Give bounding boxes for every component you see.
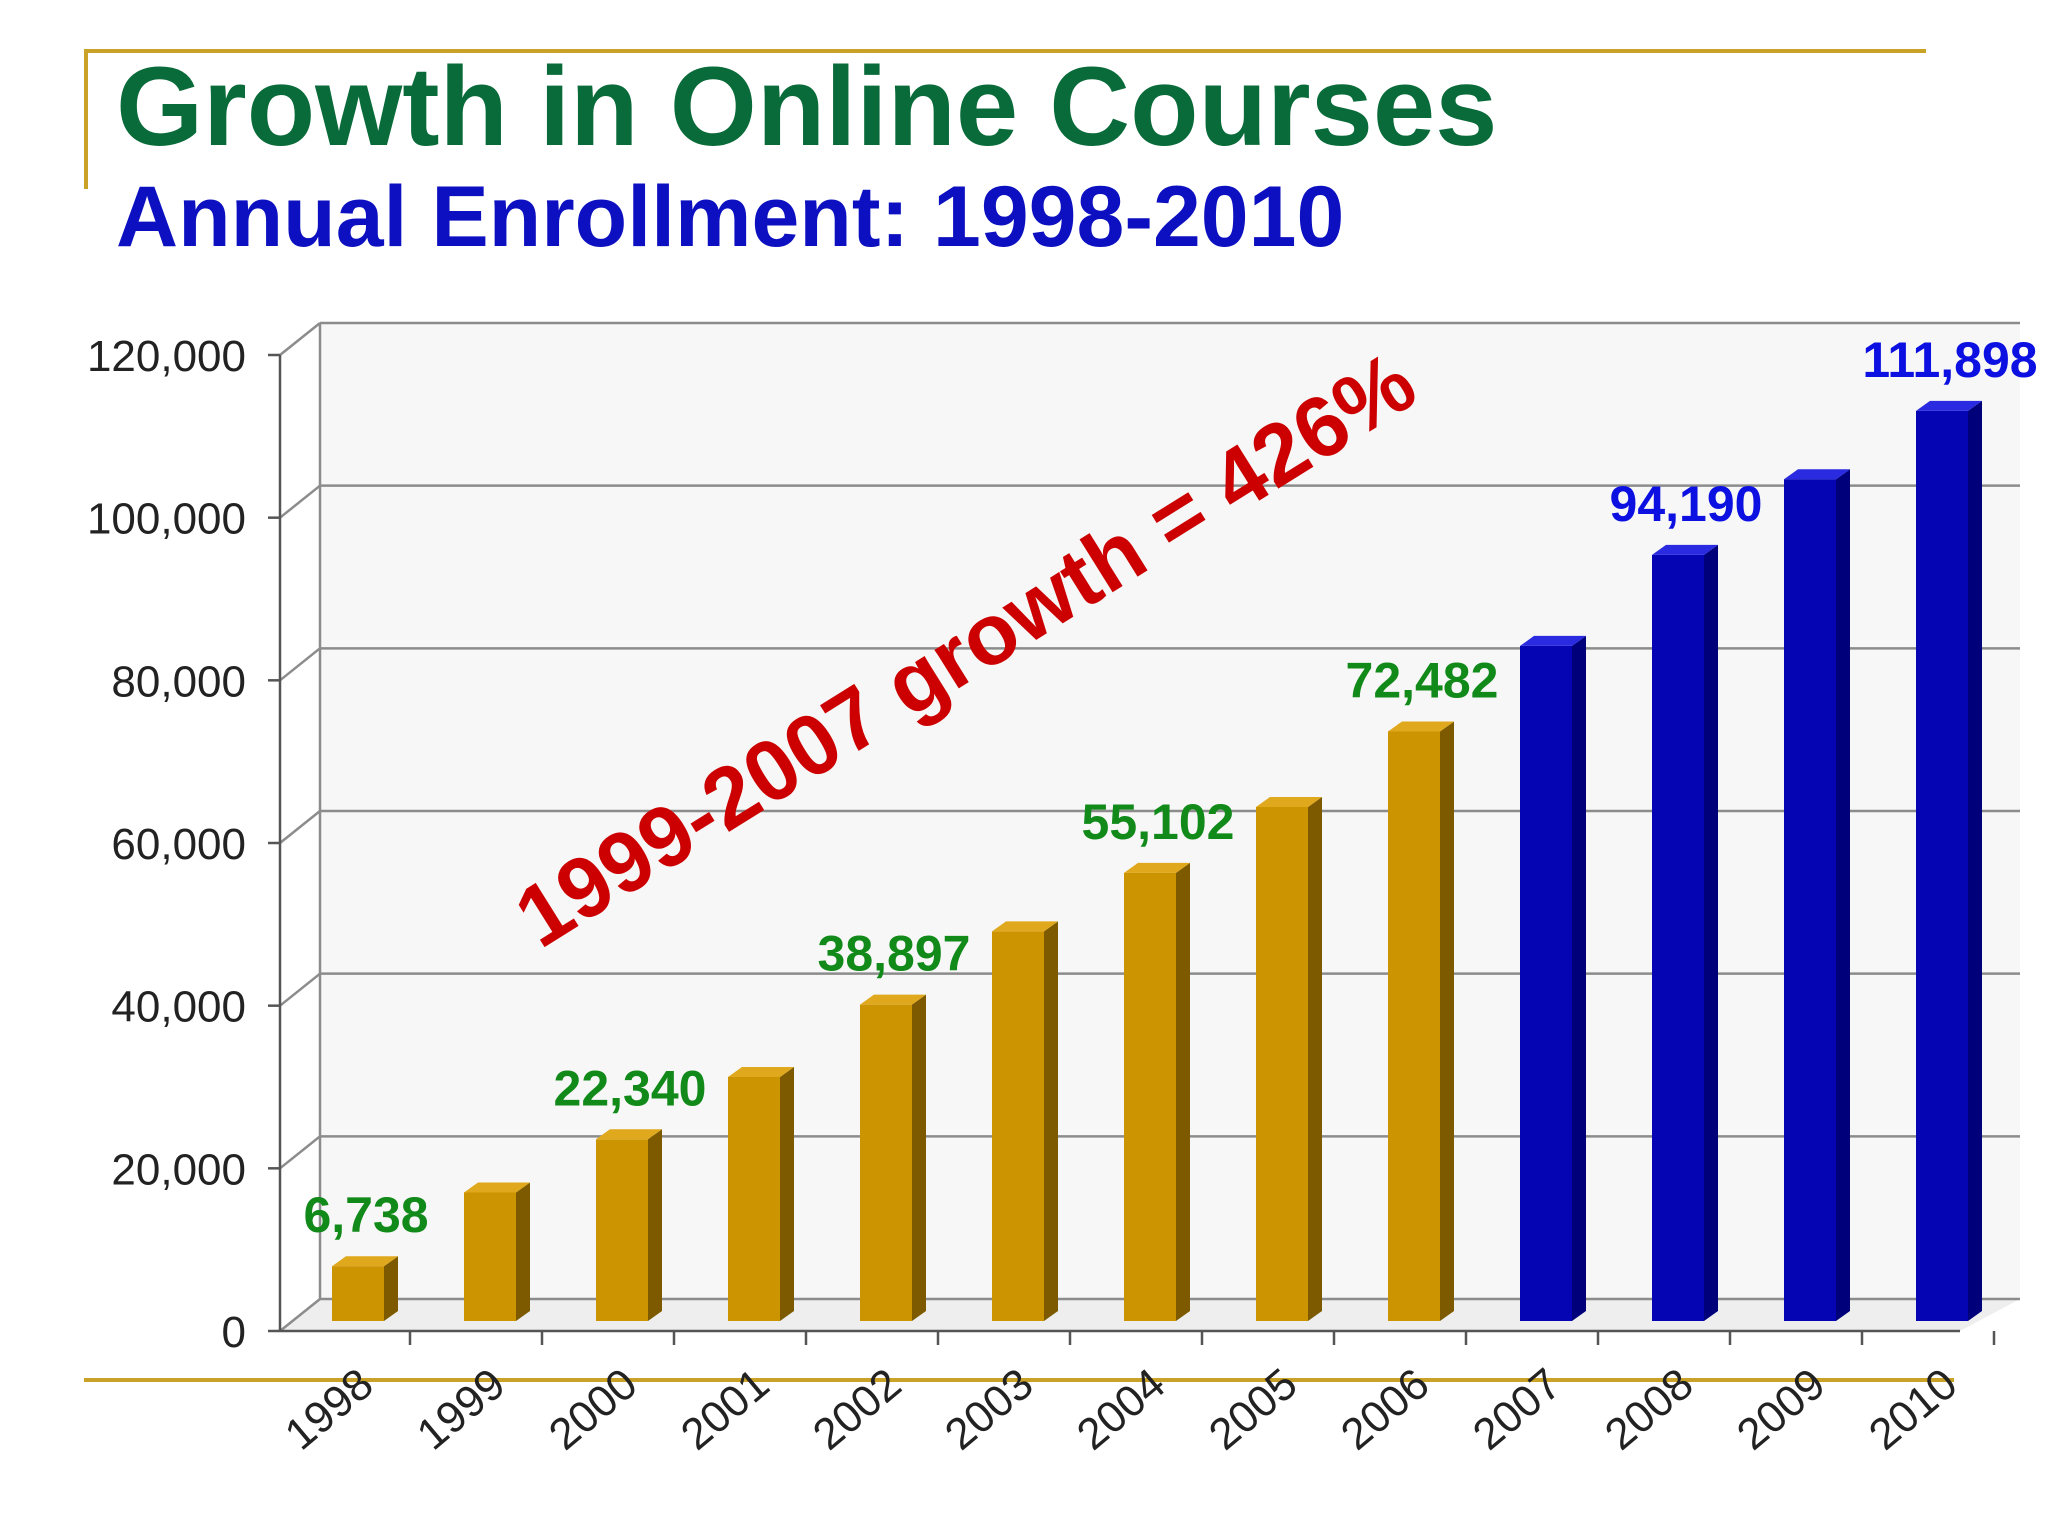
bar-side-2003 [1044, 921, 1058, 1321]
bar-top-2009 [1784, 469, 1850, 480]
bar-1998 [332, 1266, 384, 1321]
x-tick-label: 2000 [540, 1359, 646, 1459]
data-label: 72,482 [1346, 652, 1499, 708]
bar-2010 [1916, 410, 1968, 1322]
y-tick-label: 20,000 [111, 1145, 246, 1194]
x-tick-label: 2006 [1332, 1359, 1438, 1459]
bar-2000 [596, 1139, 648, 1321]
bar-side-2010 [1968, 400, 1982, 1322]
slide-subtitle: Annual Enrollment: 1998-2010 [116, 169, 1345, 265]
y-tick-label: 60,000 [111, 820, 246, 869]
bar-2004 [1124, 872, 1176, 1321]
bar-side-2007 [1572, 635, 1586, 1321]
bar-top-2006 [1388, 721, 1454, 732]
bar-1999 [464, 1192, 516, 1321]
y-tick-label: 100,000 [87, 495, 246, 544]
bar-side-1998 [384, 1256, 398, 1321]
bar-2007 [1520, 645, 1572, 1321]
bar-top-1998 [332, 1256, 398, 1267]
gridline-depth [279, 322, 321, 356]
bar-top-1999 [464, 1182, 530, 1193]
data-label: 22,340 [554, 1060, 707, 1116]
bar-top-2000 [596, 1129, 662, 1140]
x-tick-label: 2002 [804, 1359, 910, 1459]
y-tick-label: 40,000 [111, 983, 246, 1032]
x-tick-label: 2009 [1728, 1359, 1834, 1459]
gridline-depth [279, 810, 321, 844]
x-tick-label: 1998 [276, 1359, 382, 1459]
bar-top-2001 [728, 1067, 794, 1077]
y-tick-label: 0 [222, 1308, 246, 1357]
data-label: 6,738 [303, 1187, 428, 1243]
gridline-depth [279, 647, 321, 682]
x-tick-label: 2007 [1464, 1359, 1570, 1459]
x-tick-label: 1999 [408, 1359, 514, 1459]
slide-title: Growth in Online Courses [116, 44, 1498, 169]
bar-top-2005 [1256, 796, 1322, 807]
bar-top-2003 [992, 921, 1058, 932]
bar-2001 [728, 1077, 780, 1321]
data-label: 55,102 [1082, 794, 1235, 850]
data-label: 111,898 [1862, 332, 2037, 388]
bar-top-2010 [1916, 400, 1982, 411]
bar-side-1999 [516, 1182, 530, 1321]
bar-side-2000 [648, 1129, 662, 1321]
bar-side-2006 [1440, 721, 1454, 1321]
x-tick-label: 2003 [936, 1359, 1042, 1459]
bottom-rule [84, 1378, 1954, 1382]
bar-2005 [1256, 806, 1308, 1321]
x-tick-label: 2010 [1860, 1359, 1966, 1459]
bar-2003 [992, 931, 1044, 1321]
bar-top-2002 [860, 994, 926, 1005]
bar-2002 [860, 1004, 912, 1321]
bar-top-2007 [1520, 635, 1586, 646]
x-tick-label: 2004 [1068, 1359, 1174, 1459]
x-tick-label: 2001 [672, 1359, 778, 1459]
x-tick-label: 2008 [1596, 1359, 1702, 1459]
bar-side-2008 [1704, 544, 1718, 1321]
x-tick-label: 2005 [1200, 1359, 1306, 1459]
bar-top-2008 [1652, 544, 1718, 555]
bar-top-2004 [1124, 862, 1190, 873]
bar-side-2004 [1176, 862, 1190, 1321]
data-label: 38,897 [818, 926, 971, 982]
bar-side-2009 [1836, 469, 1850, 1321]
top-rule [84, 49, 1926, 53]
bar-2006 [1388, 731, 1440, 1321]
gridline-depth [279, 1298, 321, 1332]
bar-side-2001 [780, 1067, 794, 1321]
bar-2009 [1784, 479, 1836, 1321]
gridline-depth [279, 1135, 321, 1170]
bar-side-2005 [1308, 796, 1322, 1321]
bar-side-2002 [912, 994, 926, 1321]
left-rule [84, 49, 88, 189]
y-tick-label: 120,000 [87, 332, 246, 381]
gridline-depth [279, 972, 321, 1007]
y-tick-label: 80,000 [111, 657, 246, 706]
data-label: 94,190 [1610, 476, 1763, 532]
bar-2008 [1652, 554, 1704, 1321]
gridline-depth [279, 484, 321, 519]
